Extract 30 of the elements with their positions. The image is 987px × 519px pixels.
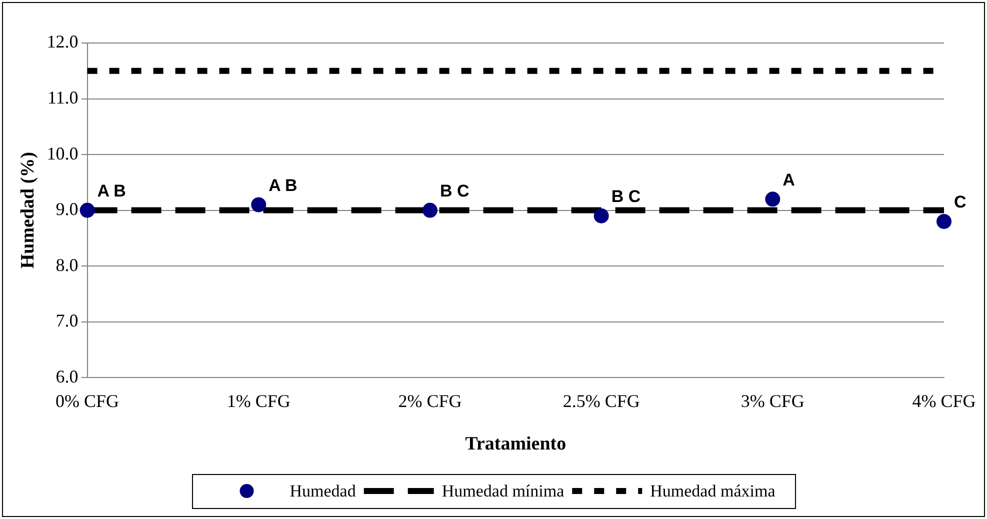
y-tick-label: 7.0 — [56, 310, 78, 331]
y-axis-title: Humedad (%) — [17, 152, 38, 269]
annotation: A B — [97, 181, 126, 200]
x-tick-label: 2.5% CFG — [562, 391, 640, 412]
y-tick-label: 12.0 — [46, 32, 78, 52]
x-tick-label: 4% CFG — [912, 391, 976, 412]
x-tick-label: 3% CFG — [740, 391, 804, 412]
x-axis-title: Tratamiento — [465, 434, 566, 455]
y-tick-label: 6.0 — [56, 366, 78, 386]
point — [765, 192, 780, 207]
point — [251, 197, 266, 212]
y-tick-label: 10.0 — [46, 143, 78, 164]
y-tick-label: 11.0 — [47, 88, 78, 108]
annotation: A B — [268, 176, 298, 195]
x-tick-label: 2% CFG — [398, 391, 462, 412]
x-tick-label: 0% CFG — [56, 391, 120, 412]
y-tick-label: 8.0 — [56, 254, 78, 275]
y-tick-label: 9.0 — [56, 199, 78, 220]
point — [594, 208, 609, 224]
annotation: B C — [440, 181, 470, 200]
annotation: C — [954, 192, 966, 212]
point — [80, 202, 95, 218]
point — [422, 202, 438, 218]
annotation: B C — [611, 187, 641, 206]
annotation: A — [782, 170, 795, 190]
legend-label: Humedad máxima — [650, 481, 776, 500]
point — [936, 214, 952, 229]
legend-label: Humedad — [290, 481, 356, 500]
legend-label: Humedad mínima — [442, 481, 565, 500]
x-tick-label: 1% CFG — [226, 391, 290, 412]
